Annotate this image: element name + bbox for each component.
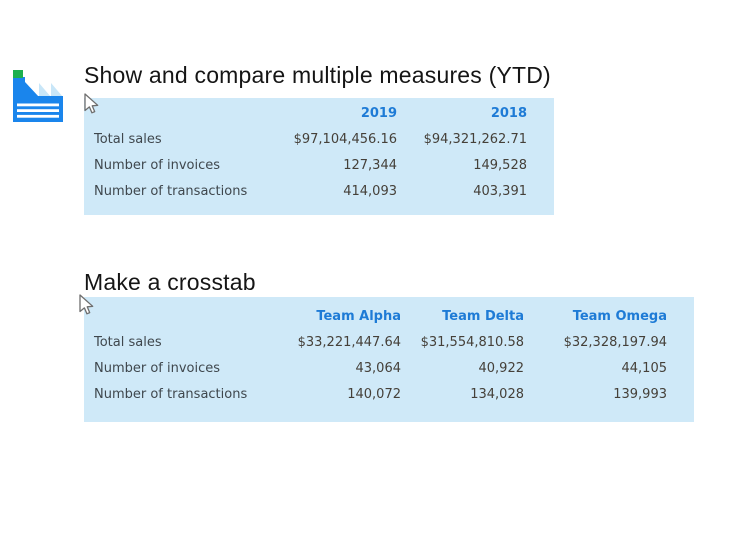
cell-value: 134,028 [470, 386, 524, 402]
measures-table: 2019 2018 Total sales $97,104,456.16 $94… [84, 98, 554, 215]
cell-value: $32,328,197.94 [563, 334, 667, 350]
cell-value: $97,104,456.16 [293, 131, 397, 147]
table-row: Number of transactions 414,093 403,391 [84, 178, 554, 204]
column-header-2018: 2018 [490, 105, 527, 121]
cell-value: $31,554,810.58 [420, 334, 524, 350]
cell-value: 44,105 [621, 360, 668, 376]
column-header-2019: 2019 [360, 105, 397, 121]
section2-title: Make a crosstab [84, 269, 256, 295]
row-label: Number of transactions [94, 386, 248, 402]
table-row: Number of invoices 127,344 149,528 [84, 152, 554, 178]
column-header-team-delta: Team Delta [442, 308, 524, 324]
mouse-cursor-icon [79, 294, 97, 322]
table-row: Number of invoices 43,064 40,922 44,105 [84, 355, 694, 381]
cell-value: 414,093 [343, 183, 397, 199]
cell-value: 40,922 [478, 360, 525, 376]
column-header-team-alpha: Team Alpha [316, 308, 401, 324]
cell-value: 403,391 [473, 183, 527, 199]
cell-value: 140,072 [347, 386, 401, 402]
crosstab-table: Team Alpha Team Delta Team Omega Total s… [84, 297, 694, 422]
row-label: Total sales [94, 131, 162, 147]
factory-icon [13, 68, 63, 126]
cell-value: 127,344 [343, 157, 397, 173]
row-label: Number of invoices [94, 360, 221, 376]
column-header-team-omega: Team Omega [572, 308, 667, 324]
row-label: Total sales [94, 334, 162, 350]
table-row: Total sales $33,221,447.64 $31,554,810.5… [84, 329, 694, 355]
cell-value: 139,993 [613, 386, 667, 402]
cell-value: 43,064 [355, 360, 402, 376]
table-row: Total sales $97,104,456.16 $94,321,262.7… [84, 126, 554, 152]
table-header-row: 2019 2018 [84, 100, 554, 126]
cell-value: $94,321,262.71 [423, 131, 527, 147]
section1-title: Show and compare multiple measures (YTD) [84, 62, 551, 88]
cell-value: $33,221,447.64 [297, 334, 401, 350]
mouse-cursor-icon [84, 93, 102, 121]
row-label: Number of invoices [94, 157, 221, 173]
table-row: Number of transactions 140,072 134,028 1… [84, 381, 694, 407]
table-header-row: Team Alpha Team Delta Team Omega [84, 303, 694, 329]
row-label: Number of transactions [94, 183, 248, 199]
cell-value: 149,528 [473, 157, 527, 173]
